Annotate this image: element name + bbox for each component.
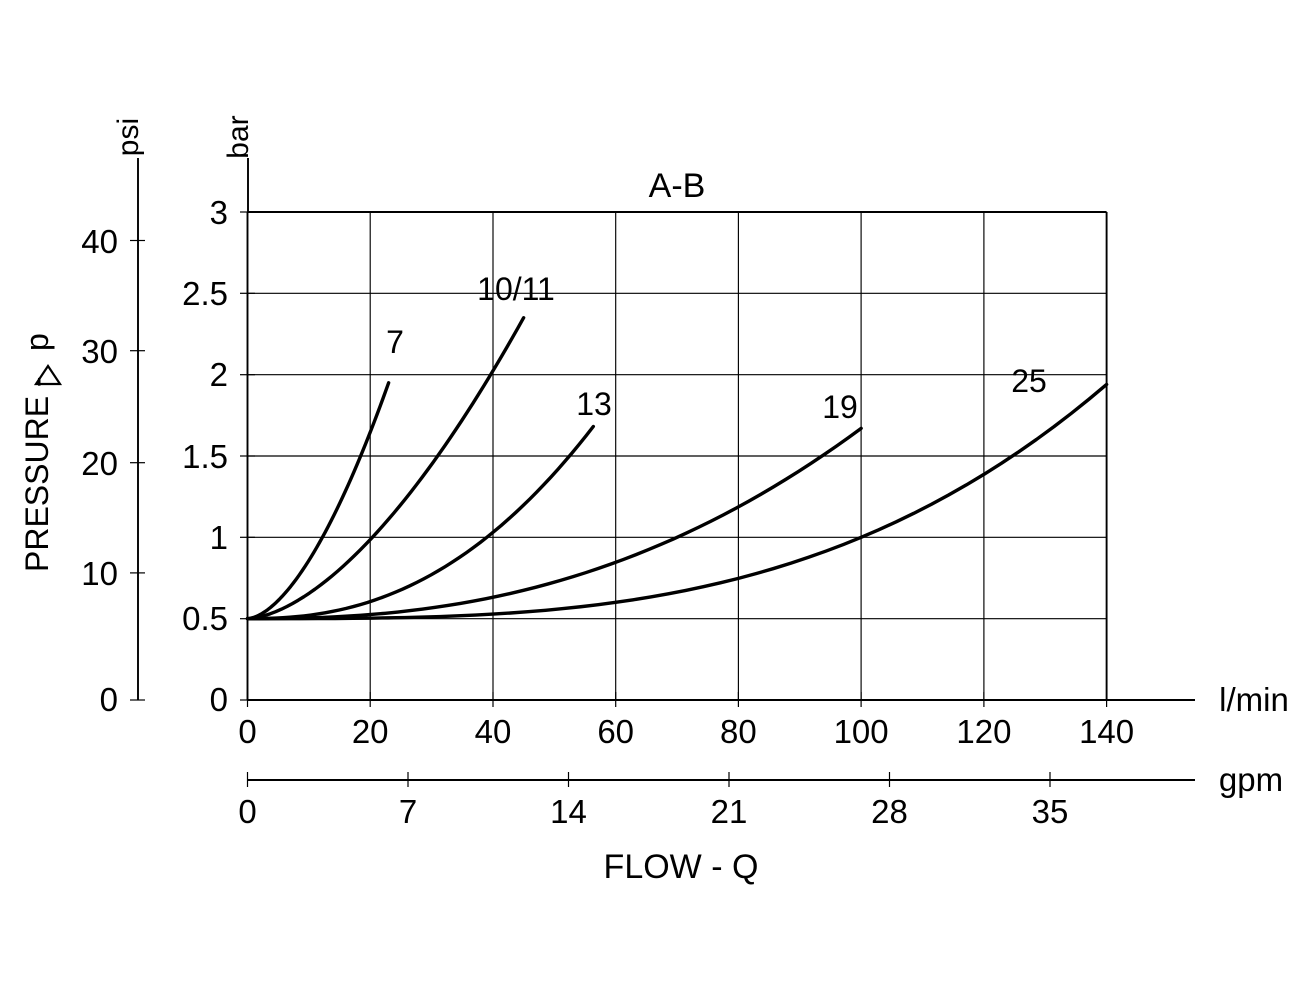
svg-text:7: 7 [399, 793, 417, 830]
svg-text:60: 60 [597, 713, 634, 750]
svg-text:PRESSURE -: PRESSURE - [19, 376, 55, 572]
svg-text:10: 10 [81, 555, 118, 592]
svg-text:2: 2 [210, 356, 228, 393]
svg-text:gpm: gpm [1219, 761, 1283, 798]
svg-text:80: 80 [720, 713, 757, 750]
svg-text:19: 19 [822, 389, 858, 425]
svg-text:20: 20 [352, 713, 389, 750]
svg-text:bar: bar [222, 115, 255, 158]
svg-text:100: 100 [834, 713, 889, 750]
svg-text:10/11: 10/11 [477, 271, 555, 307]
svg-text:0: 0 [100, 681, 118, 718]
svg-text:120: 120 [956, 713, 1011, 750]
svg-text:FLOW - Q: FLOW - Q [604, 848, 759, 886]
svg-text:p: p [19, 333, 55, 351]
svg-text:35: 35 [1032, 793, 1069, 830]
svg-text:0: 0 [238, 793, 256, 830]
svg-text:28: 28 [871, 793, 908, 830]
svg-text:0: 0 [238, 713, 256, 750]
svg-text:1: 1 [210, 519, 228, 556]
svg-text:21: 21 [711, 793, 748, 830]
svg-text:25: 25 [1011, 363, 1047, 399]
svg-text:l/min: l/min [1219, 681, 1289, 718]
svg-text:1.5: 1.5 [182, 438, 228, 475]
svg-text:13: 13 [576, 386, 612, 422]
svg-text:7: 7 [386, 324, 404, 360]
svg-text:30: 30 [81, 333, 118, 370]
svg-text:3: 3 [210, 194, 228, 231]
svg-text:2.5: 2.5 [182, 275, 228, 312]
svg-text:140: 140 [1079, 713, 1134, 750]
svg-text:40: 40 [81, 223, 118, 260]
svg-text:0.5: 0.5 [182, 600, 228, 637]
svg-text:0: 0 [210, 681, 228, 718]
svg-text:40: 40 [475, 713, 512, 750]
svg-text:A-B: A-B [649, 167, 706, 205]
svg-text:20: 20 [81, 445, 118, 482]
svg-text:14: 14 [550, 793, 587, 830]
svg-text:psi: psi [112, 118, 145, 156]
